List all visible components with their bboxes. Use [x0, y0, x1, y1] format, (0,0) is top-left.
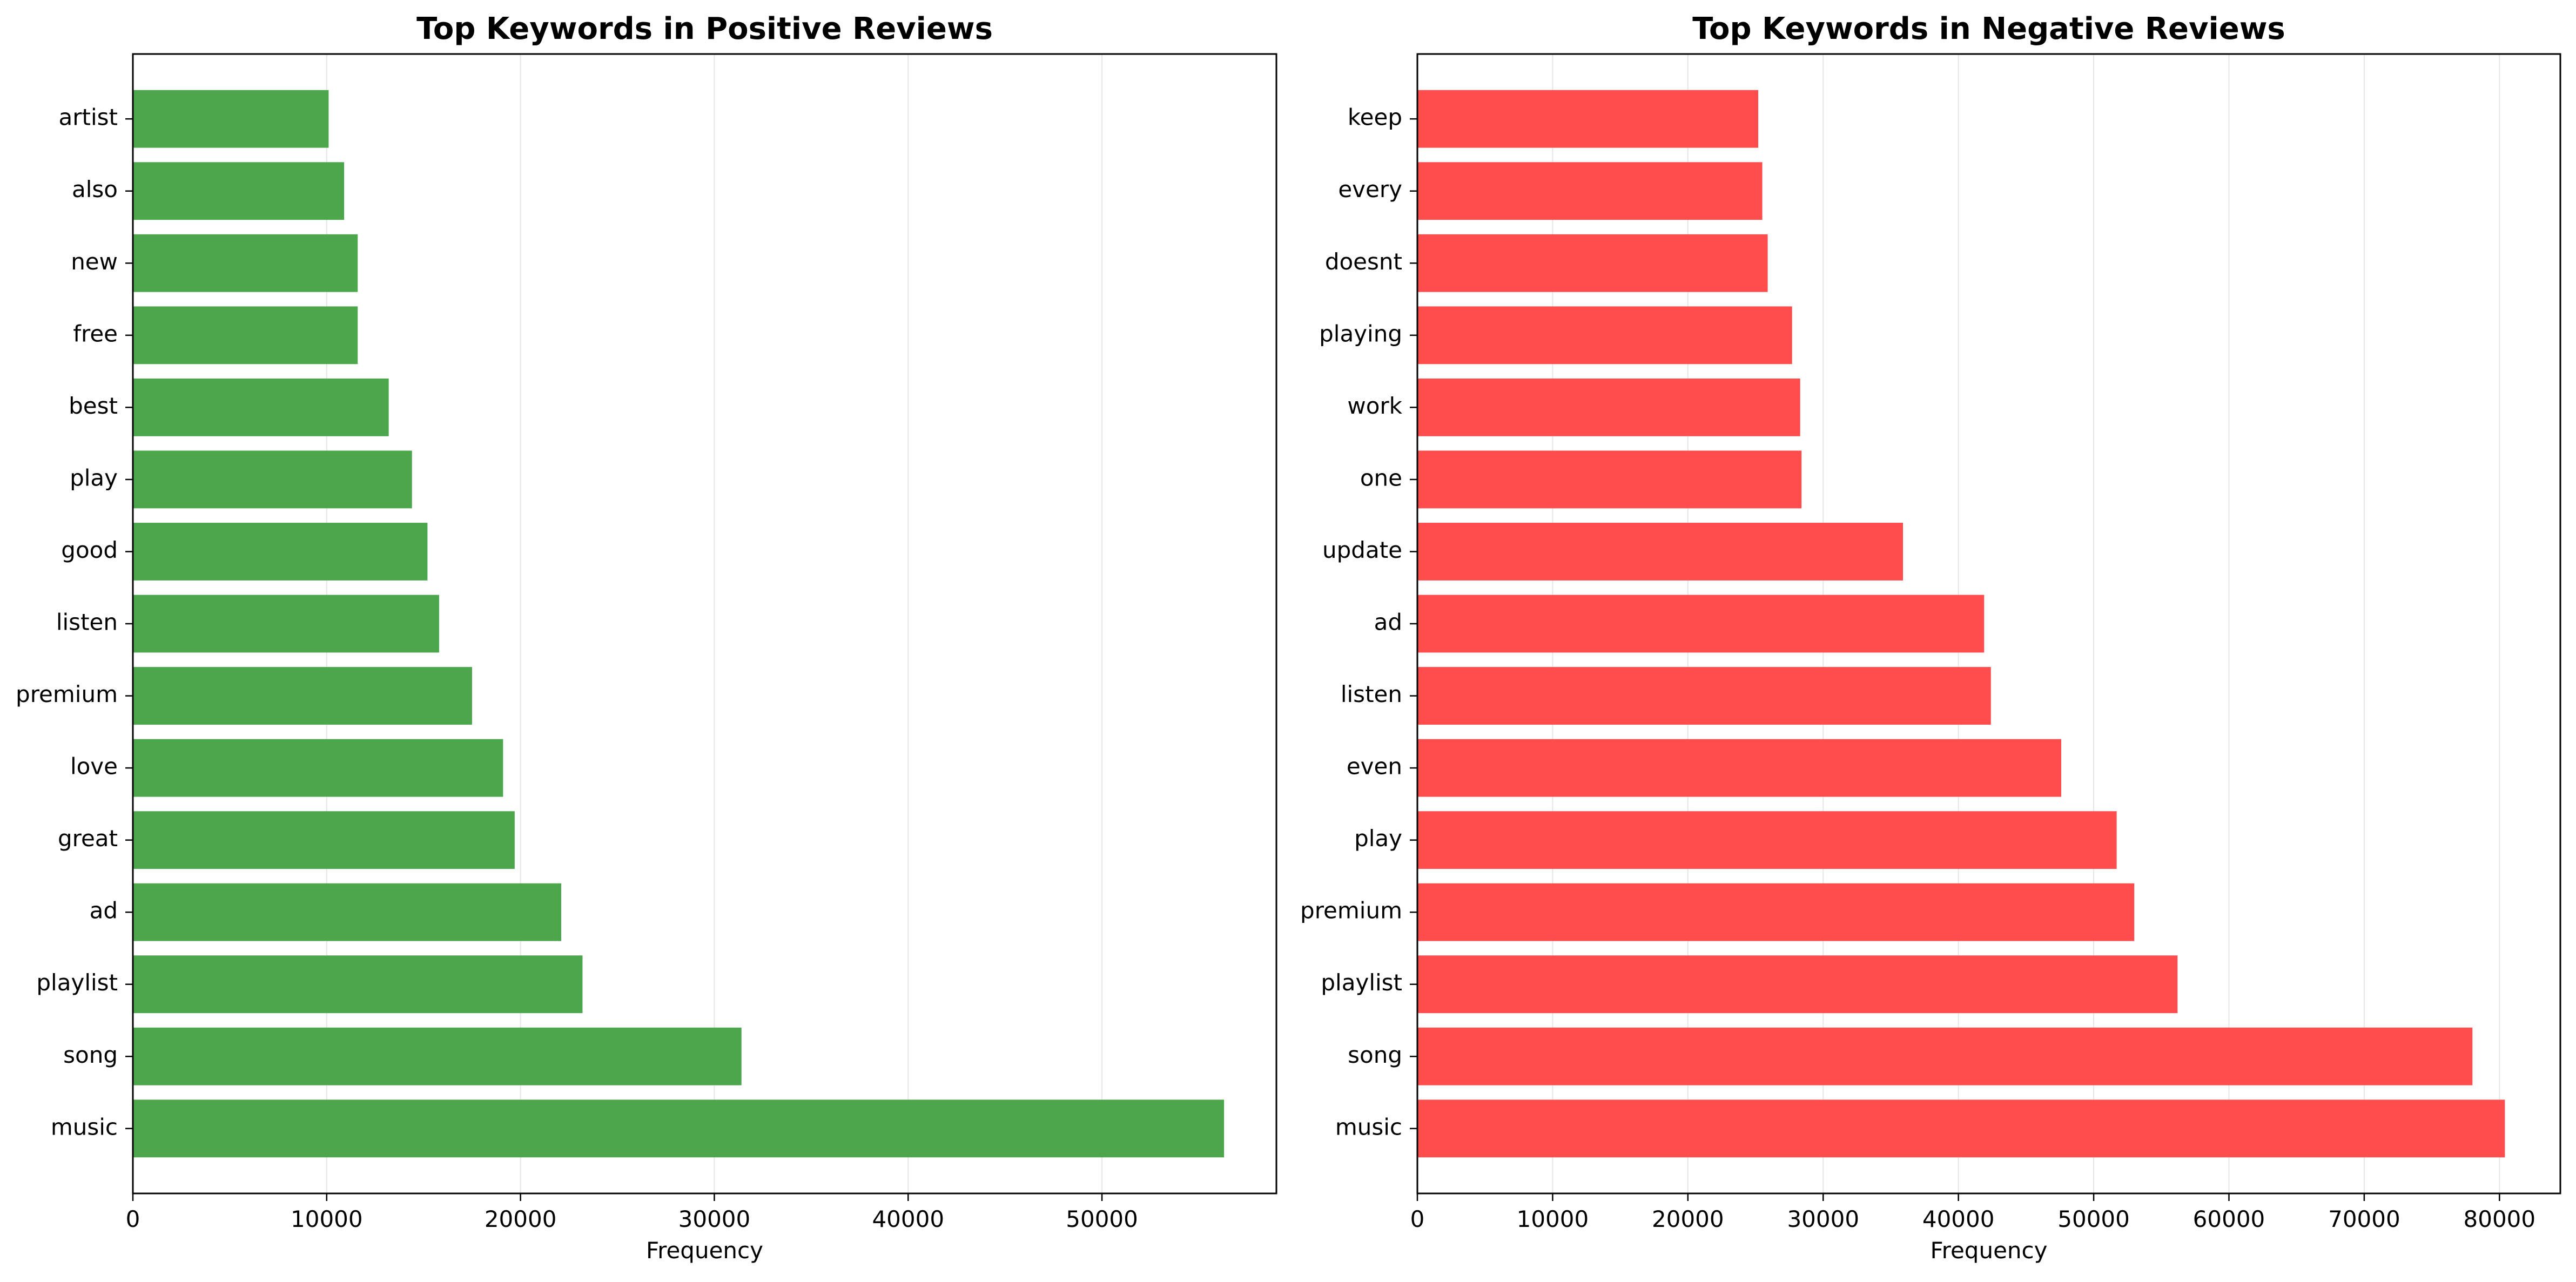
category-label: even — [1347, 753, 1402, 780]
x-tick-label: 20000 — [1652, 1206, 1724, 1232]
bar-music — [1417, 1099, 2505, 1158]
category-label: also — [72, 176, 118, 203]
bar-one — [1417, 450, 1802, 509]
x-tick-label: 40000 — [872, 1206, 944, 1232]
axes-frame — [132, 53, 1277, 1195]
x-tick-label: 80000 — [2464, 1206, 2536, 1232]
bar-keep — [1417, 90, 1759, 148]
bar-premium — [1417, 883, 2135, 941]
bar-every — [1417, 162, 1763, 220]
category-label: doesnt — [1325, 248, 1402, 275]
bar-listen — [1417, 667, 1991, 725]
category-label: every — [1338, 176, 1402, 203]
x-axis-label: Frequency — [646, 1237, 763, 1264]
category-label: play — [70, 464, 118, 491]
category-label: premium — [1300, 898, 1402, 924]
x-tick-label: 70000 — [2328, 1206, 2400, 1232]
bar-update — [1417, 523, 1903, 581]
category-label: playing — [1319, 320, 1402, 347]
category-label: premium — [16, 681, 118, 707]
bar-good — [133, 523, 428, 581]
bar-also — [133, 162, 345, 220]
bar-love — [133, 739, 503, 797]
x-tick-label: 0 — [126, 1206, 140, 1232]
category-label: free — [73, 320, 118, 347]
bar-free — [133, 306, 358, 365]
x-axis-label: Frequency — [1931, 1237, 2048, 1264]
category-label: music — [51, 1114, 118, 1140]
category-label: playlist — [1321, 969, 1402, 996]
x-tick-label: 30000 — [1787, 1206, 1859, 1232]
bar-ad — [1417, 595, 1985, 653]
category-label: ad — [90, 898, 118, 924]
x-tick-label: 0 — [1410, 1206, 1425, 1232]
bar-playing — [1417, 306, 1792, 365]
bar-premium — [133, 667, 472, 725]
category-label: keep — [1348, 104, 1402, 131]
chart-panel-0: music song playlist ad great love premium liste… — [16, 11, 1277, 1264]
x-tick-label: 50000 — [2057, 1206, 2130, 1232]
x-tick-label: 20000 — [485, 1206, 557, 1232]
bar-doesnt — [1417, 234, 1768, 292]
category-label: best — [69, 393, 118, 419]
bar-new — [133, 234, 358, 292]
axes-frame — [1416, 53, 2561, 1195]
category-label: ad — [1374, 609, 1402, 636]
bar-song — [1417, 1027, 2473, 1085]
category-label: artist — [59, 104, 118, 131]
category-label: listen — [1341, 681, 1402, 707]
bar-playlist — [133, 955, 583, 1014]
bar-play — [1417, 811, 2117, 869]
chart-title: Top Keywords in Positive Reviews — [416, 11, 993, 46]
category-label: love — [70, 753, 118, 780]
bar-even — [1417, 739, 2061, 797]
bar-playlist — [1417, 955, 2178, 1014]
category-label: good — [61, 537, 118, 563]
bar-artist — [133, 90, 329, 148]
x-tick-label: 30000 — [678, 1206, 751, 1232]
bar-song — [133, 1027, 742, 1085]
category-label: song — [1348, 1042, 1402, 1068]
category-label: play — [1354, 825, 1402, 852]
x-tick-label: 60000 — [2193, 1206, 2265, 1232]
bar-music — [133, 1099, 1225, 1158]
bar-work — [1417, 378, 1800, 436]
category-label: playlist — [36, 969, 118, 996]
category-label: update — [1322, 537, 1402, 563]
category-label: music — [1335, 1114, 1402, 1140]
bar-listen — [133, 595, 439, 653]
category-label: one — [1360, 464, 1402, 491]
category-label: great — [58, 825, 118, 852]
category-label: song — [63, 1042, 118, 1068]
category-label: listen — [56, 609, 118, 636]
bar-play — [133, 450, 412, 509]
x-tick-label: 10000 — [1517, 1206, 1589, 1232]
category-label: work — [1347, 393, 1402, 419]
x-tick-label: 40000 — [1922, 1206, 1995, 1232]
x-tick-label: 10000 — [291, 1206, 363, 1232]
x-tick-label: 50000 — [1066, 1206, 1138, 1232]
bar-ad — [133, 883, 561, 941]
category-label: new — [71, 248, 118, 275]
bar-best — [133, 378, 389, 436]
chart-panel-1: music song playlist premium play even listen ad… — [1300, 11, 2561, 1264]
bar-great — [133, 811, 515, 869]
chart-title: Top Keywords in Negative Reviews — [1692, 11, 2285, 46]
